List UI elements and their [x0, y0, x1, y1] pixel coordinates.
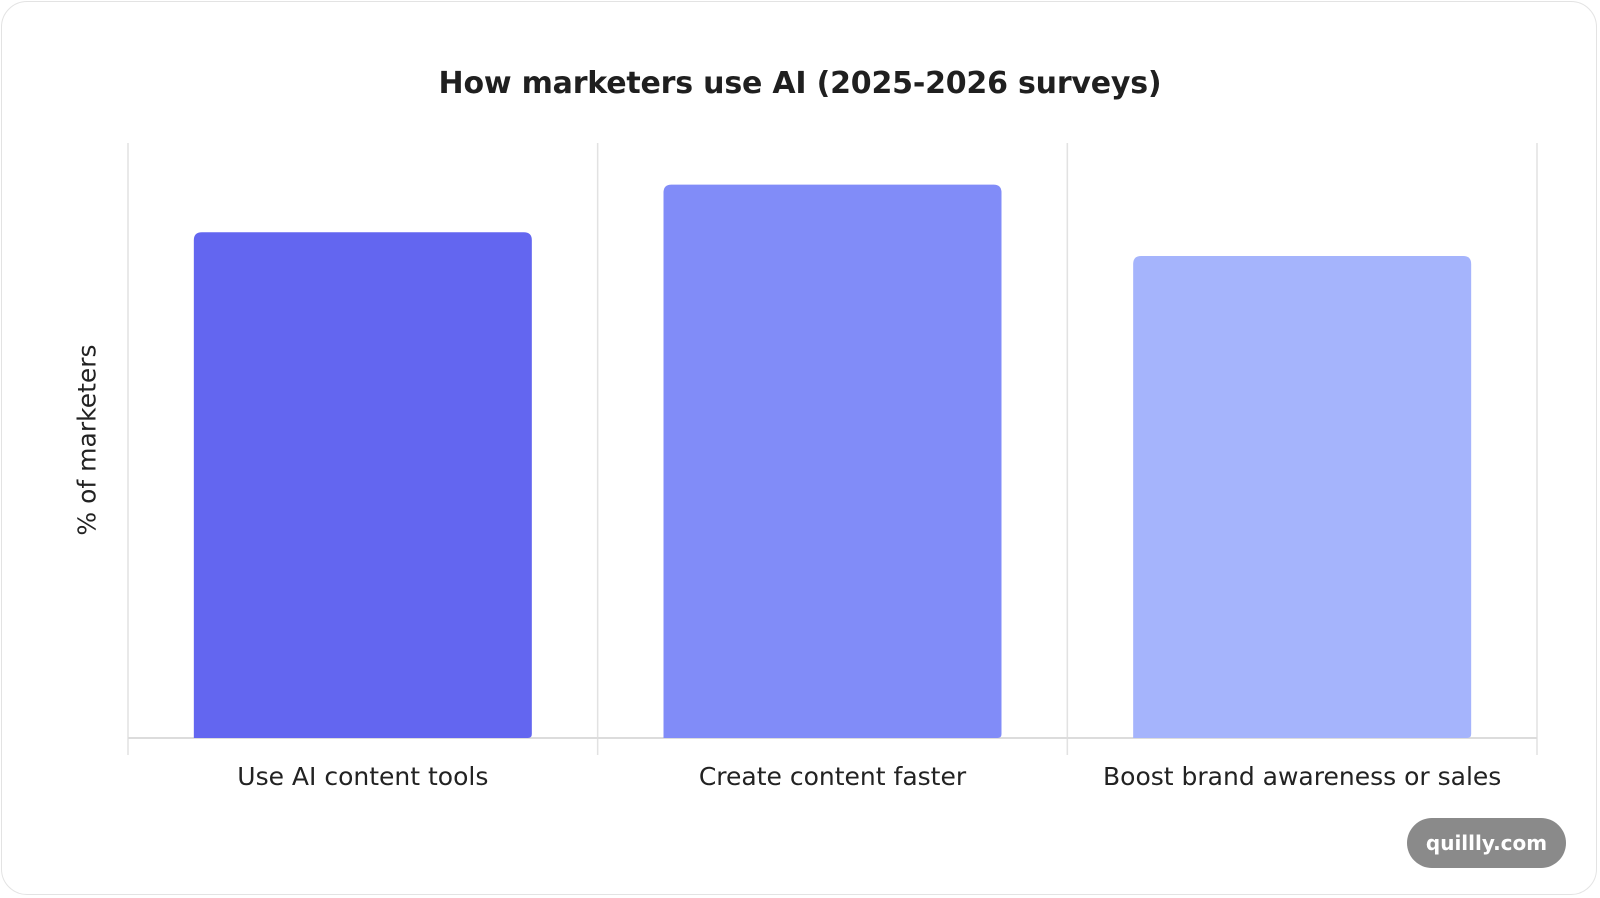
x-tick-label: Boost brand awareness or sales	[1103, 762, 1501, 791]
x-tick-label: Create content faster	[699, 762, 967, 791]
bar	[1133, 256, 1472, 738]
watermark-badge[interactable]: quillly.com	[1407, 818, 1566, 868]
bar	[193, 232, 532, 738]
bar	[663, 184, 1002, 738]
chart-title: How marketers use AI (2025-2026 surveys)	[438, 66, 1162, 101]
x-tick-label: Use AI content tools	[237, 762, 488, 791]
